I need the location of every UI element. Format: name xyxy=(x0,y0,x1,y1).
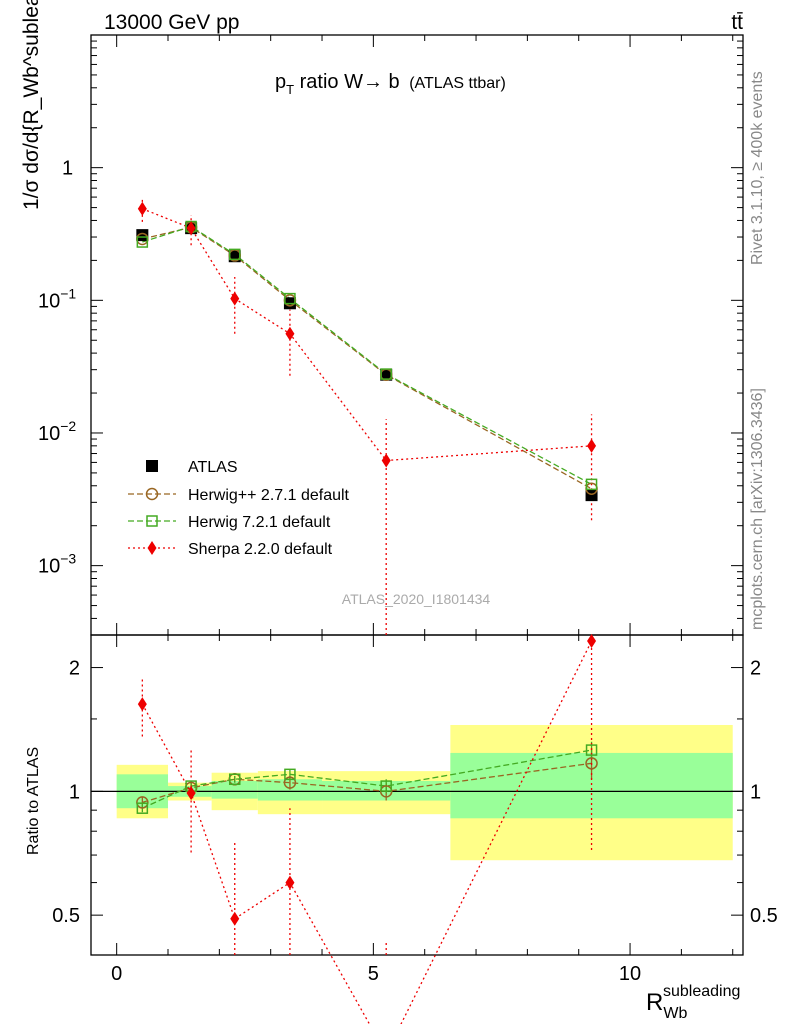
series-1-ratio-line xyxy=(142,762,592,804)
bottom-y-axis-label: Ratio to ATLAS xyxy=(25,747,42,855)
top-y-tick-label: 10−1 xyxy=(38,285,76,312)
series-2-ratio-point xyxy=(585,744,598,756)
series-0-top-point xyxy=(380,368,393,381)
series-0-top-point xyxy=(585,489,598,502)
band-inner-2 xyxy=(211,780,258,799)
top-y-tick-label-base: 10 xyxy=(38,423,60,445)
top-y-tick-label: 10−3 xyxy=(38,551,76,578)
header-energy-label: 13000 GeV pp xyxy=(104,11,239,34)
series-2-top-point xyxy=(136,236,149,248)
bottom-y-tick-label-left: 0.5 xyxy=(52,905,80,927)
x-tick-label: 0 xyxy=(111,963,122,985)
top-y-tick-label-exp: −3 xyxy=(60,551,76,567)
series-3-ratio-point xyxy=(186,786,196,801)
series-markers xyxy=(136,201,598,926)
series-2-top-point xyxy=(585,478,598,491)
legend-label-1: Herwig++ 2.7.1 default xyxy=(188,487,350,504)
series-2-ratio-point xyxy=(136,802,149,814)
series-3-ratio-point xyxy=(230,911,240,926)
series-3-top-point xyxy=(587,438,597,453)
legend-marker-2 xyxy=(146,515,158,527)
series-1-top-line xyxy=(142,226,592,490)
top-y-axis-label: 1/σ dσ/d{R_Wb^subleading} xyxy=(20,0,43,210)
legend-label-2: Herwig 7.2.1 default xyxy=(188,514,331,531)
header-process-label: tt̄ xyxy=(731,11,743,34)
top-y-tick-label-base: 10 xyxy=(38,290,60,312)
series-1-ratio-point xyxy=(136,796,149,809)
top-y-tick-label: 10−2 xyxy=(38,418,76,445)
series-3-top-point xyxy=(186,221,196,236)
top-y-tick-label-exp: −2 xyxy=(60,418,76,434)
title-paren: (ATLAS ttbar) xyxy=(409,75,506,92)
legend: ATLAS Herwig++ 2.7.1 default Herwig 7.2.1 … xyxy=(128,459,350,558)
series-2-ratio-point xyxy=(284,768,296,781)
legend-marker-0 xyxy=(146,460,158,472)
series-3-top-point xyxy=(381,453,391,468)
legend-label-0: ATLAS xyxy=(188,459,238,476)
title-p: p xyxy=(275,71,286,93)
top-y-axis-label-text: 1/σ dσ/d{R_Wb^subleading} xyxy=(20,0,43,210)
x-axis-label-main: R xyxy=(646,989,663,1016)
bottom-y-tick-label-right: 1 xyxy=(750,781,761,803)
mcplots-label: mcplots.cern.ch [arXiv:1306.3436] xyxy=(749,388,766,630)
rivet-label: Rivet 3.1.10, ≥ 400k events xyxy=(749,71,766,265)
x-tick-label: 10 xyxy=(619,963,641,985)
analysis-watermark: ATLAS_2020_I1801434 xyxy=(342,591,491,607)
series-3-ratio-point xyxy=(137,697,147,712)
top-y-tick-label-exp: −1 xyxy=(60,285,76,301)
series-3-top-point xyxy=(230,291,240,306)
bottom-y-tick-label-right: 2 xyxy=(750,658,761,680)
series-2-ratio-point xyxy=(228,773,241,786)
series-2-ratio-line xyxy=(142,749,592,809)
top-y-tick-label: 1 xyxy=(62,158,73,180)
x-axis-label-sub: Wb xyxy=(663,1005,687,1022)
x-axis-label-sup: subleading xyxy=(663,983,740,1000)
series-3-top-point xyxy=(285,326,295,341)
legend-marker-1 xyxy=(145,487,159,501)
x-tick-label: 5 xyxy=(368,963,379,985)
bottom-y-tick-label-left: 1 xyxy=(69,781,80,803)
series-3-ratio-point xyxy=(285,875,295,890)
series-lines xyxy=(141,198,593,1024)
series-3-ratio-point xyxy=(587,634,597,649)
series-2-top-point xyxy=(228,248,241,261)
series-1-ratio-point xyxy=(283,776,297,789)
bottom-panel-frame xyxy=(90,634,744,956)
legend-marker-3 xyxy=(147,541,157,555)
series-2-ratio-point xyxy=(380,780,392,792)
bottom-y-tick-label-left: 2 xyxy=(69,658,80,680)
series-2-top-line xyxy=(142,225,592,485)
series-2-top-point xyxy=(284,292,296,305)
top-y-tick-label-base: 10 xyxy=(38,556,60,578)
plot-title: pT ratio W→ b (ATLAS ttbar) xyxy=(275,71,506,97)
x-axis-label: RWb xyxy=(646,989,687,1022)
series-3-top-point xyxy=(137,201,147,216)
title-p-sub: T xyxy=(286,82,294,97)
title-rest: ratio W→ b xyxy=(294,71,400,93)
series-2-top-point xyxy=(380,368,392,380)
series-1-ratio-point xyxy=(585,757,598,770)
top-y-tick-label-base: 1 xyxy=(62,158,73,180)
series-3-top-line xyxy=(142,208,592,462)
legend-label-3: Sherpa 2.2.0 default xyxy=(188,541,333,558)
series-0-top-point xyxy=(136,229,149,242)
bottom-y-tick-label-right: 0.5 xyxy=(750,905,778,927)
